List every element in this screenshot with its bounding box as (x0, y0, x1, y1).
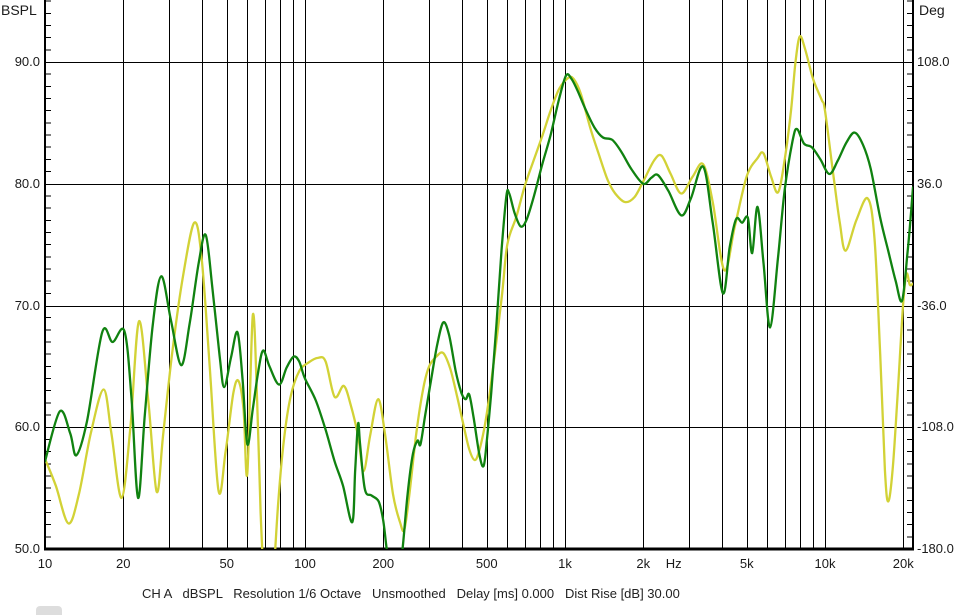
x-tick-label: 1k (558, 556, 572, 571)
y-axis-left-title: BSPL (1, 2, 37, 18)
x-tick-label: 5k (739, 556, 754, 571)
y-tick-label-left: 70.0 (14, 297, 40, 313)
x-tick-label: 10k (814, 556, 836, 571)
y-tick-label-right: 108.0 (917, 54, 950, 69)
frequency-response-yellow (45, 34, 913, 549)
x-tick-label: 20 (116, 556, 131, 571)
x-tick-label: 2k (636, 556, 651, 571)
x-tick-label: 500 (475, 556, 498, 571)
axis-frame (44, 0, 914, 551)
x-tick-label: 200 (372, 556, 395, 571)
gridlines (45, 0, 913, 549)
y-tick-label-left: 60.0 (14, 419, 40, 435)
x-tick-label: 100 (294, 556, 316, 571)
x-tick-label: 10 (37, 556, 53, 571)
y-tick-label-right: 36.0 (917, 175, 943, 191)
y-tick-label-left: 80.0 (14, 175, 40, 191)
x-tick-label: 50 (219, 556, 234, 571)
status-bar: CH A dBSPL Resolution 1/6 Octave Unsmoot… (142, 586, 680, 601)
curves (45, 34, 913, 549)
y-tick-label-left: 90.0 (14, 54, 40, 69)
y-axis-right-title: Deg (919, 2, 945, 18)
y-tick-label-right: -108.0 (917, 419, 954, 435)
frequency-response-green (45, 73, 913, 549)
x-tick-label: 20k (892, 556, 914, 571)
y-tick-label-right: -36.0 (917, 297, 947, 313)
x-tick-label: Hz (665, 556, 682, 571)
y-tick-label-right: -180.0 (917, 541, 954, 556)
y-tick-label-left: 50.0 (14, 541, 40, 556)
logo-fragment (36, 606, 62, 615)
